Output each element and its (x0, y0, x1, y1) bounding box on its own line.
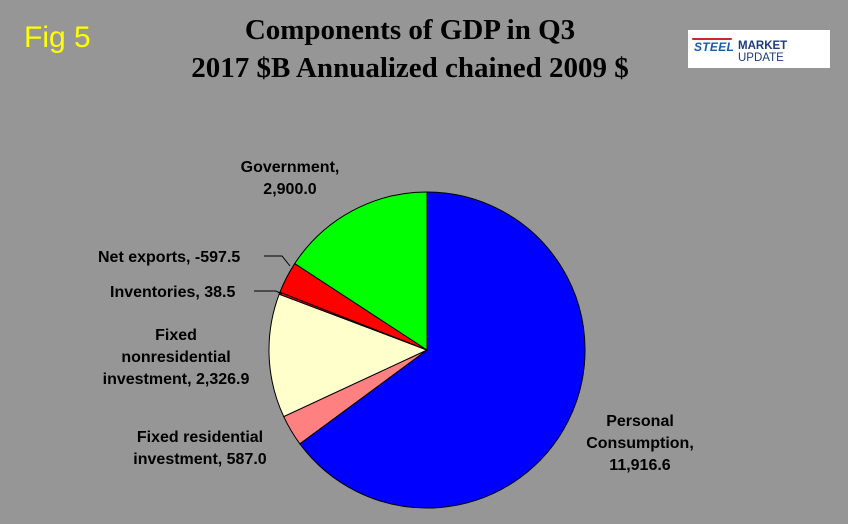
logo-update-text: UPDATE (738, 52, 784, 64)
logo-steel-text: STEEL (694, 40, 735, 54)
slice-label-personal-consumption: Personal Consumption, 11,916.6 (586, 413, 694, 474)
pie-slice-government (294, 191, 428, 351)
slice-label-fixed-nonresidential-investment: Fixed nonresidential investment, 2,326.9 (103, 327, 250, 388)
steel-market-update-logo: STEEL MARKET UPDATE (688, 30, 830, 68)
logo-market-text: MARKET (738, 40, 788, 52)
pie-slice-fixed-nonresidential-investment (268, 293, 429, 418)
logo-swoosh-icon (692, 38, 732, 40)
slice-label-inventories: Inventories, 38.5 (110, 284, 235, 301)
slice-label-net-exports: Net exports, -597.5 (98, 249, 240, 266)
pie-slice-personal-consumption (299, 191, 586, 509)
leader-line-inventories (254, 290, 283, 295)
chart-title-line-1: Components of GDP in Q3 (244, 14, 576, 46)
figure-label: Fig 5 (24, 21, 91, 54)
leader-line-net-exports (264, 255, 291, 267)
logo-market-update-text: MARKET UPDATE (738, 40, 830, 64)
chart-title-line-2: 2017 $B Annualized chained 2009 $ (191, 52, 629, 84)
slice-label-fixed-residential-investment: Fixed residential investment, 587.0 (133, 429, 267, 468)
slice-label-government: Government, 2,900.0 (241, 159, 340, 198)
